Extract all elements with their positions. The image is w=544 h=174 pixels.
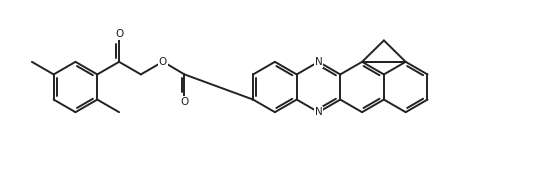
Text: N: N bbox=[314, 57, 323, 67]
Text: N: N bbox=[314, 107, 323, 117]
Text: O: O bbox=[115, 29, 123, 39]
Text: O: O bbox=[158, 57, 167, 67]
Text: O: O bbox=[181, 97, 189, 107]
